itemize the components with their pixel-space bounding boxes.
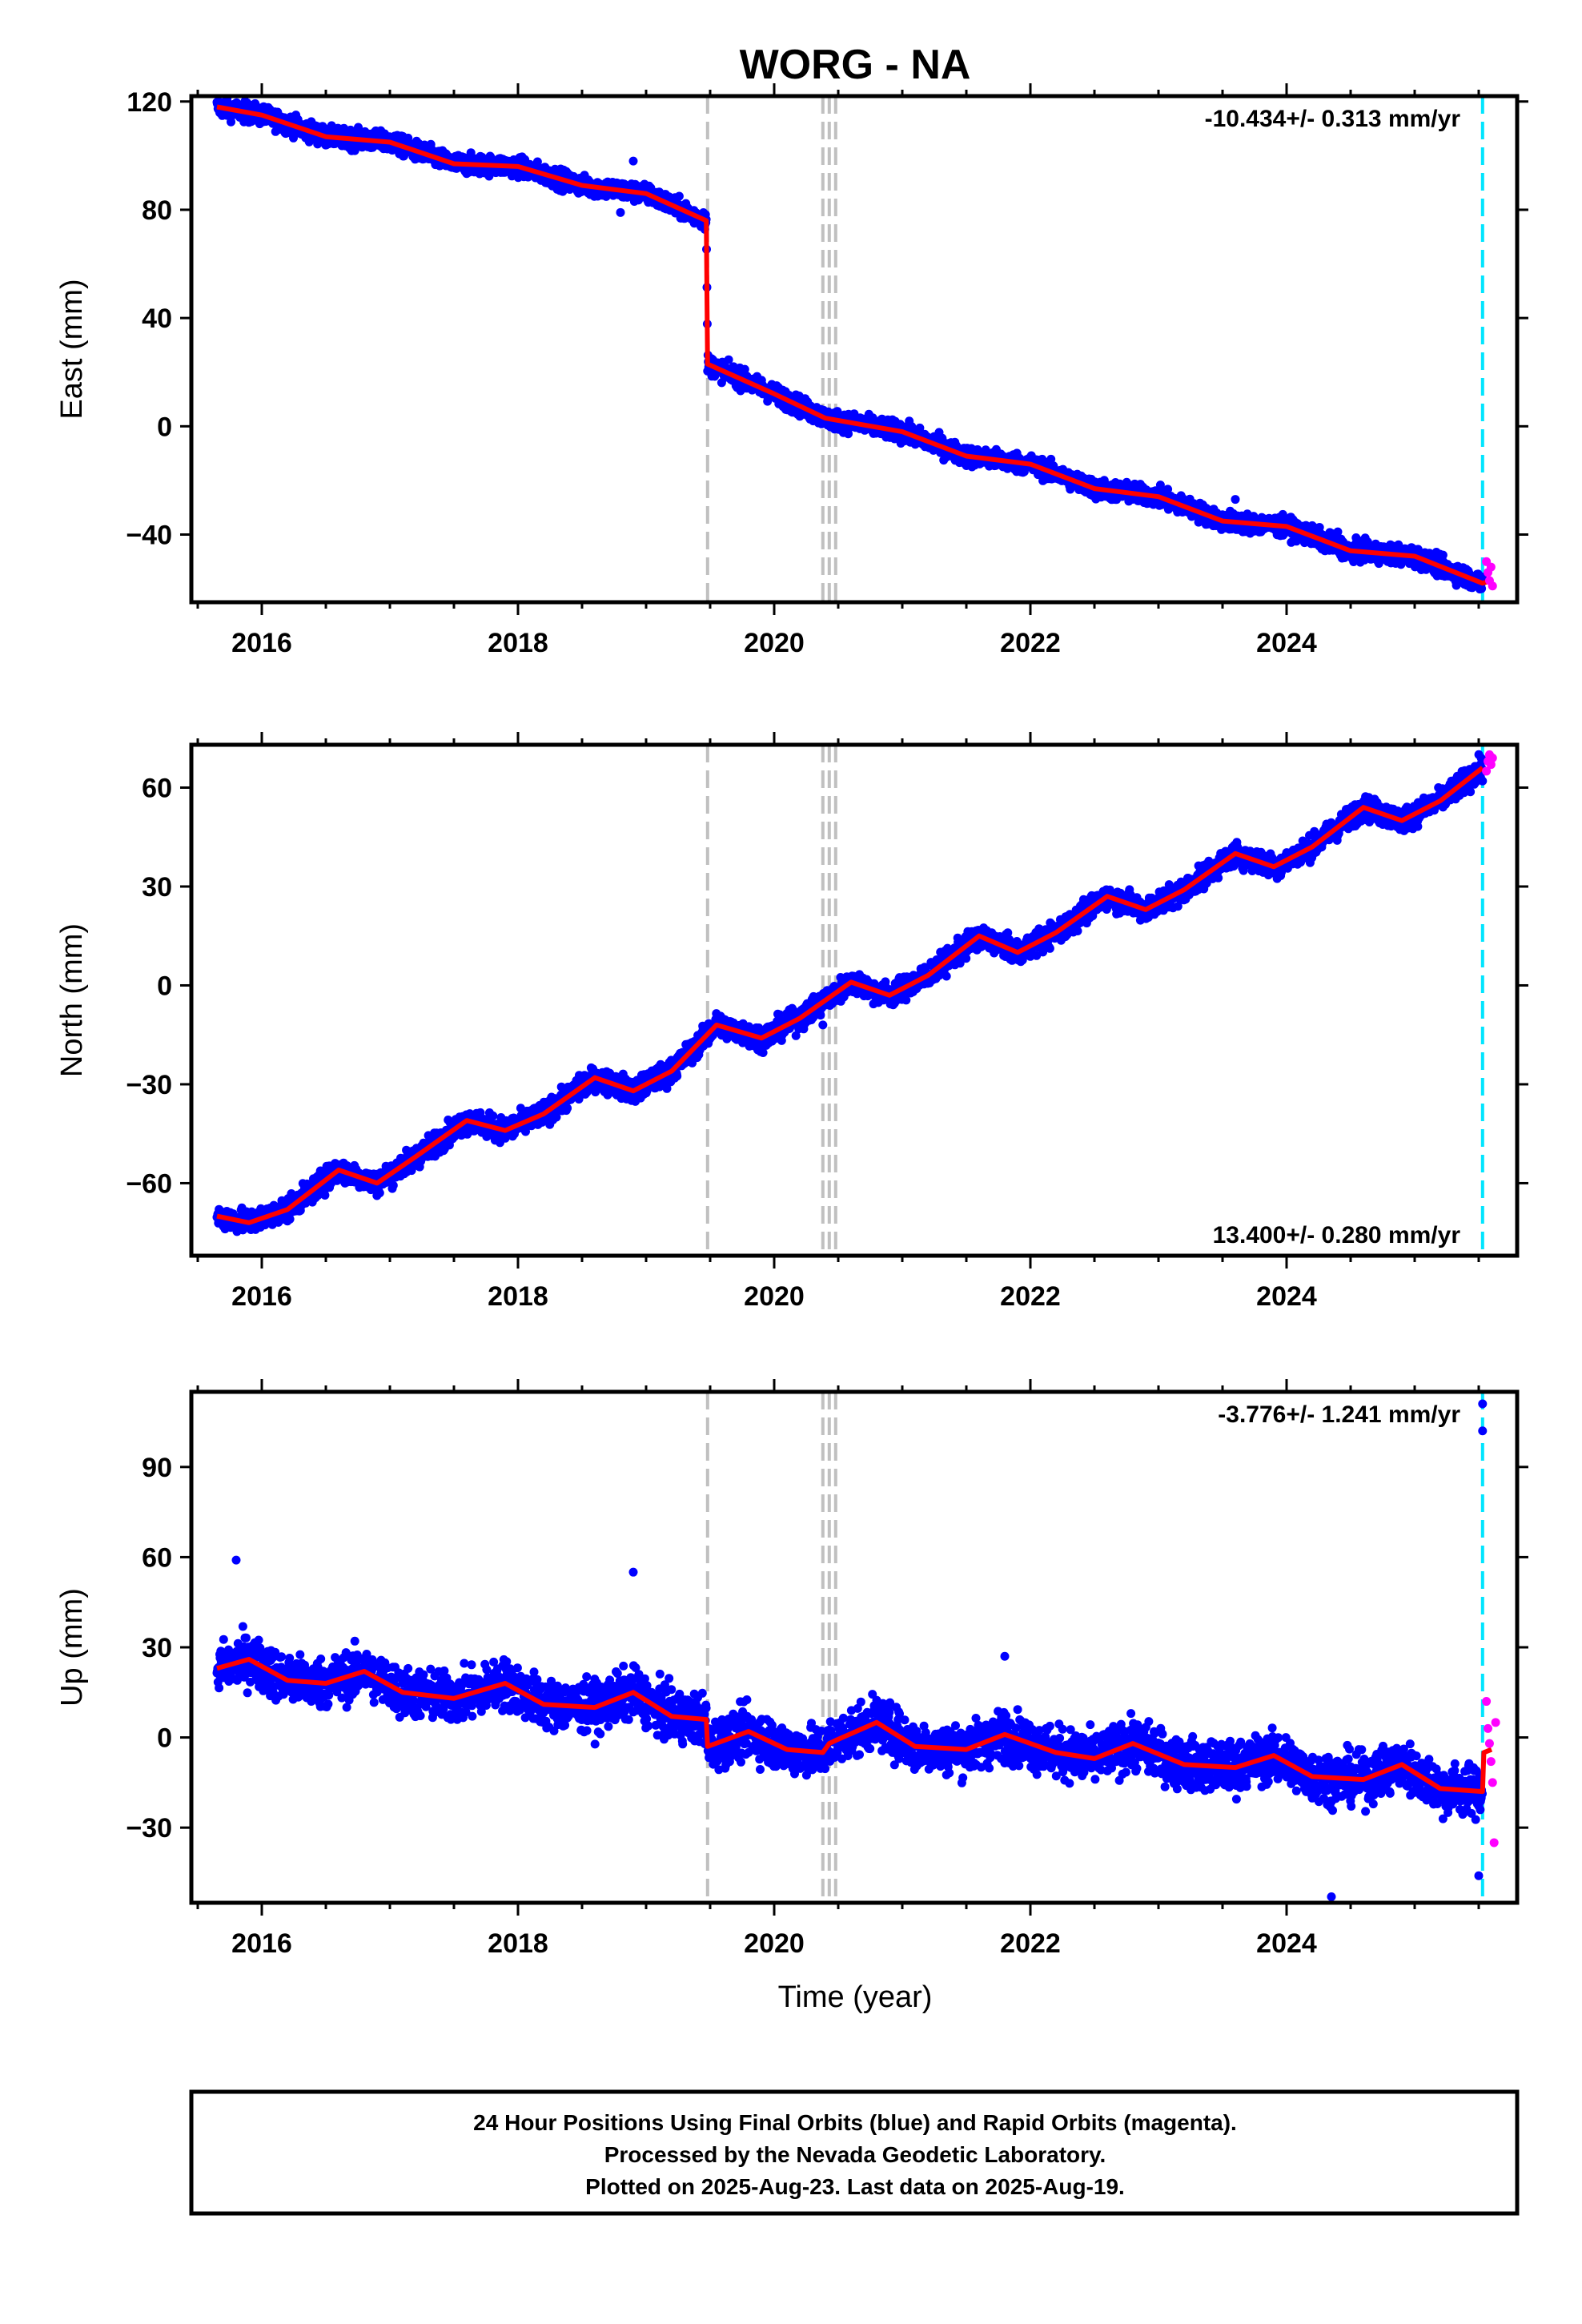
data-point <box>616 207 625 217</box>
plot-area <box>212 745 1497 1256</box>
chart-title: WORG - NA <box>740 42 971 88</box>
data-point <box>1231 495 1240 505</box>
rapid-point <box>1488 581 1497 591</box>
data-point <box>1477 584 1487 593</box>
y-axis-label: East (mm) <box>55 279 89 419</box>
x-tick-label: 2024 <box>1256 628 1317 658</box>
data-point <box>724 355 733 364</box>
data-point <box>354 123 363 132</box>
y-tick-label: 0 <box>157 412 172 442</box>
data-point <box>320 1191 330 1200</box>
plot-area <box>212 96 1497 602</box>
data-point <box>488 1111 498 1120</box>
data-point <box>227 117 235 127</box>
model-line <box>216 104 1492 586</box>
data-point <box>1163 485 1173 494</box>
data-point <box>1438 550 1447 560</box>
y-tick-label: 40 <box>142 304 172 334</box>
rate-label: -10.434+/- 0.313 mm/yr <box>1205 106 1461 132</box>
rapid-point <box>1486 562 1496 572</box>
data-point <box>407 1166 416 1176</box>
rapid-orbit-points <box>1482 557 1497 591</box>
y-tick-label: −40 <box>126 521 172 551</box>
data-point <box>628 156 638 166</box>
data-point <box>1333 527 1343 537</box>
x-tick-label: 2018 <box>488 628 548 658</box>
data-point <box>563 1104 572 1113</box>
plot-frame <box>189 94 1520 605</box>
data-point <box>285 1214 295 1224</box>
x-tick-label: 2020 <box>744 628 805 658</box>
data-point <box>375 1188 384 1198</box>
y-tick-label: 80 <box>142 195 172 226</box>
data-point <box>388 1180 398 1190</box>
data-point <box>915 423 925 432</box>
data-point <box>552 1112 561 1122</box>
data-point <box>674 191 684 201</box>
data-point <box>315 1166 325 1176</box>
data-point <box>476 1108 485 1117</box>
x-tick-label: 2022 <box>1000 628 1061 658</box>
data-point <box>662 1084 672 1093</box>
east-panel: 2016 2018 2020 2022 2024 120 80 40 0 −40 East (mm)… <box>55 83 1528 658</box>
x-tick-label: 2016 <box>231 628 292 658</box>
final-orbit-points <box>212 96 1487 594</box>
y-tick-label: 120 <box>126 87 172 118</box>
